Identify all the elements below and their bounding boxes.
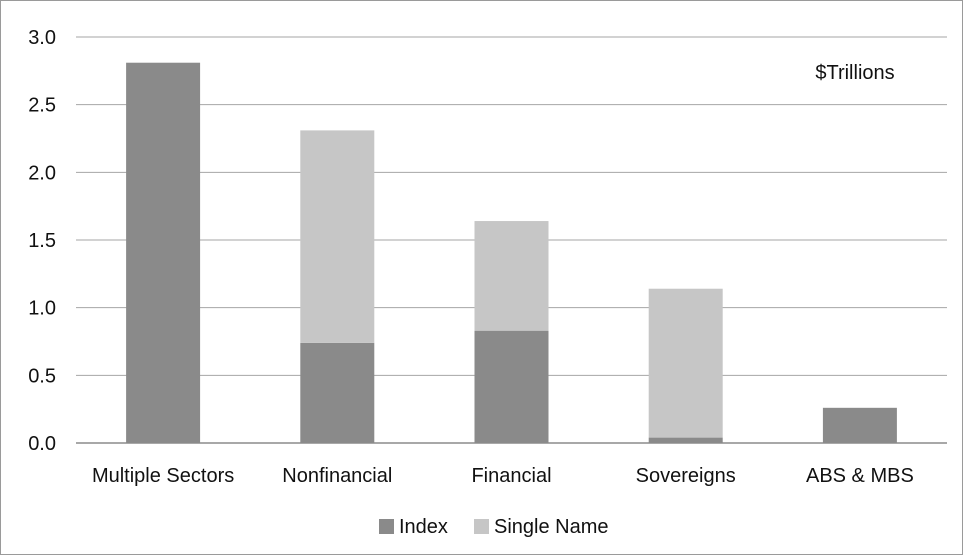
y-tick-label: 0.0 bbox=[28, 433, 56, 455]
x-axis-ticks: Multiple Sectors Nonfinancial Financial Sov… bbox=[92, 465, 914, 487]
y-tick-label: 2.0 bbox=[28, 162, 56, 184]
y-tick-label: 1.0 bbox=[28, 298, 56, 320]
y-axis-ticks: 0.0 0.5 1.0 1.5 2.0 2.5 3.0 bbox=[28, 27, 56, 455]
x-tick-label: Nonfinancial bbox=[282, 465, 392, 487]
bar-index bbox=[648, 437, 723, 443]
bar-single-name bbox=[300, 130, 375, 343]
legend-swatch-index bbox=[379, 519, 394, 534]
x-tick-label: Multiple Sectors bbox=[92, 465, 234, 487]
y-tick-label: 2.5 bbox=[28, 95, 56, 117]
x-tick-label: Sovereigns bbox=[636, 465, 736, 487]
y-tick-label: 1.5 bbox=[28, 230, 56, 252]
bar-single-name bbox=[648, 288, 723, 438]
x-tick-label: Financial bbox=[471, 465, 551, 487]
legend-label-single-name: Single Name bbox=[494, 516, 609, 538]
bar-index bbox=[126, 62, 201, 444]
bar-index bbox=[300, 342, 375, 443]
x-tick-label: ABS & MBS bbox=[806, 465, 914, 487]
gridlines bbox=[76, 36, 947, 444]
bar-index bbox=[822, 407, 897, 443]
y-tick-label: 0.5 bbox=[28, 365, 56, 387]
bars bbox=[126, 62, 897, 444]
units-annotation: $Trillions bbox=[815, 62, 894, 84]
bar-single-name bbox=[474, 221, 549, 331]
legend-swatch-single-name bbox=[474, 519, 489, 534]
y-tick-label: 3.0 bbox=[28, 27, 56, 49]
legend: Index Single Name bbox=[379, 516, 609, 538]
bar-index bbox=[474, 330, 549, 443]
legend-label-index: Index bbox=[399, 516, 448, 538]
